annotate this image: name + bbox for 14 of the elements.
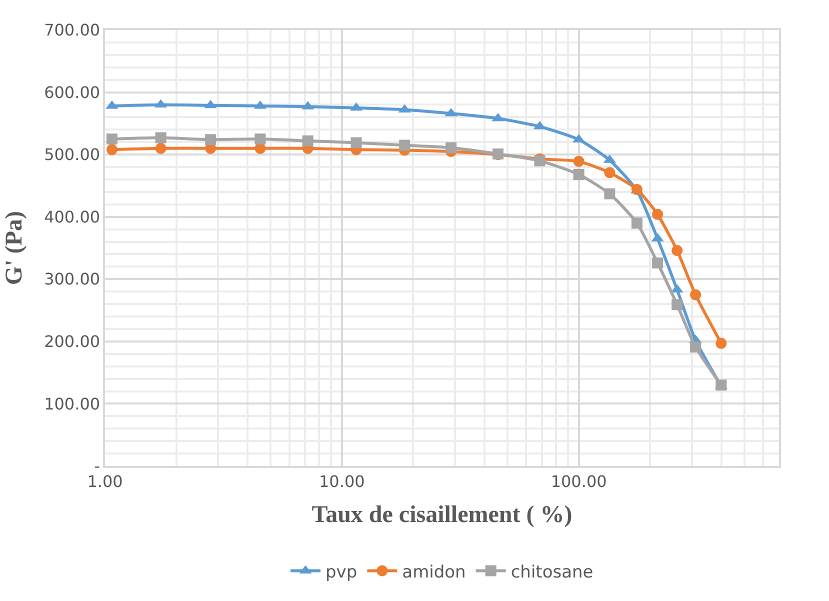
y-tick-label: 100.00: [44, 394, 100, 414]
y-tick-label: 400.00: [44, 207, 100, 226]
x-tick-label: 10.00: [318, 472, 365, 491]
legend-label: amidon: [402, 562, 466, 582]
legend-label: pvp: [326, 562, 358, 582]
x-axis-title: Taux de cisaillement ( %): [312, 502, 572, 528]
y-tick-label: 600.00: [44, 82, 100, 102]
y-tick-label: 500.00: [44, 145, 100, 164]
x-tick-label: 100.00: [550, 472, 607, 491]
legend-label: chitosane: [510, 562, 594, 582]
y-tick-label: 700.00: [44, 20, 100, 40]
y-tick-label: 300.00: [44, 270, 100, 289]
y-axis-title: G' (Pa): [2, 211, 28, 285]
y-tick-label: 200.00: [44, 332, 100, 352]
